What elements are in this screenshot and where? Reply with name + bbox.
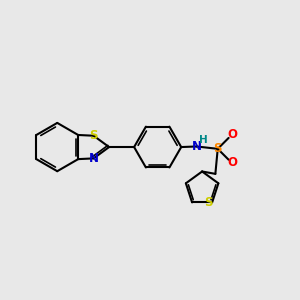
Text: S: S — [204, 196, 213, 209]
Text: O: O — [227, 156, 237, 169]
Text: S: S — [89, 129, 98, 142]
Text: H: H — [199, 135, 207, 145]
Text: N: N — [88, 152, 99, 166]
Text: O: O — [227, 128, 237, 142]
Text: S: S — [214, 142, 222, 155]
Text: N: N — [192, 140, 202, 153]
